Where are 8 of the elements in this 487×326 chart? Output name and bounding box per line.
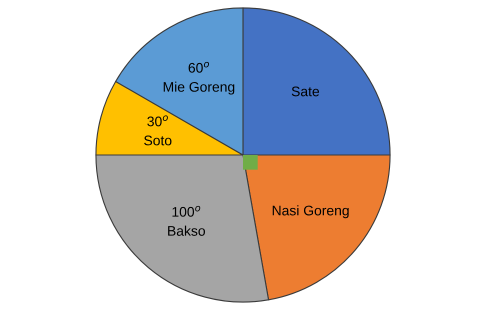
slice-label: Nasi Goreng <box>272 205 349 218</box>
data-label: 100$^{o}$ <box>172 206 200 217</box>
slice-label: Sate <box>292 86 320 96</box>
slice-label: Soto <box>144 136 172 146</box>
slice-label: Mie Goreng <box>164 82 234 95</box>
data-label: 60$^{o}$ <box>188 62 209 73</box>
data-label: 30$^{o}$ <box>147 115 168 126</box>
slice-label: Bakso <box>168 226 205 236</box>
